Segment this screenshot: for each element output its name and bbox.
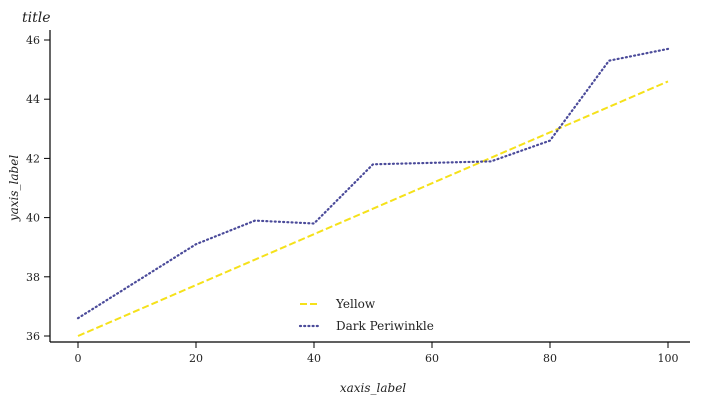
x-ticks: 0 20 40 60 80 100: [75, 342, 679, 365]
legend-label-yellow: Yellow: [335, 297, 376, 311]
x-tick-label-100: 100: [658, 352, 679, 365]
chart-title: title: [22, 10, 51, 26]
y-tick-label-40: 40: [26, 212, 40, 225]
y-tick-label-36: 36: [26, 330, 40, 343]
y-axis-label: yaxis_label: [7, 155, 21, 222]
x-axis-label: xaxis_label: [340, 381, 406, 395]
legend: Yellow Dark Periwinkle: [298, 297, 434, 333]
y-tick-label-42: 42: [26, 152, 40, 165]
series-line-yellow: [77, 80, 669, 337]
x-tick-label-60: 60: [425, 352, 439, 365]
y-ticks: 36 38 40 42 44 46: [26, 34, 50, 343]
y-tick-label-38: 38: [26, 271, 40, 284]
y-tick-label-44: 44: [26, 93, 40, 106]
x-tick-label-80: 80: [543, 352, 557, 365]
series-line-dark-periwinkle: [76, 47, 670, 320]
y-tick-label-46: 46: [26, 34, 40, 47]
x-tick-label-0: 0: [75, 352, 82, 365]
series-layer: [76, 47, 670, 337]
x-tick-label-40: 40: [307, 352, 321, 365]
legend-label-dark-periwinkle: Dark Periwinkle: [336, 319, 434, 333]
x-tick-label-20: 20: [189, 352, 203, 365]
